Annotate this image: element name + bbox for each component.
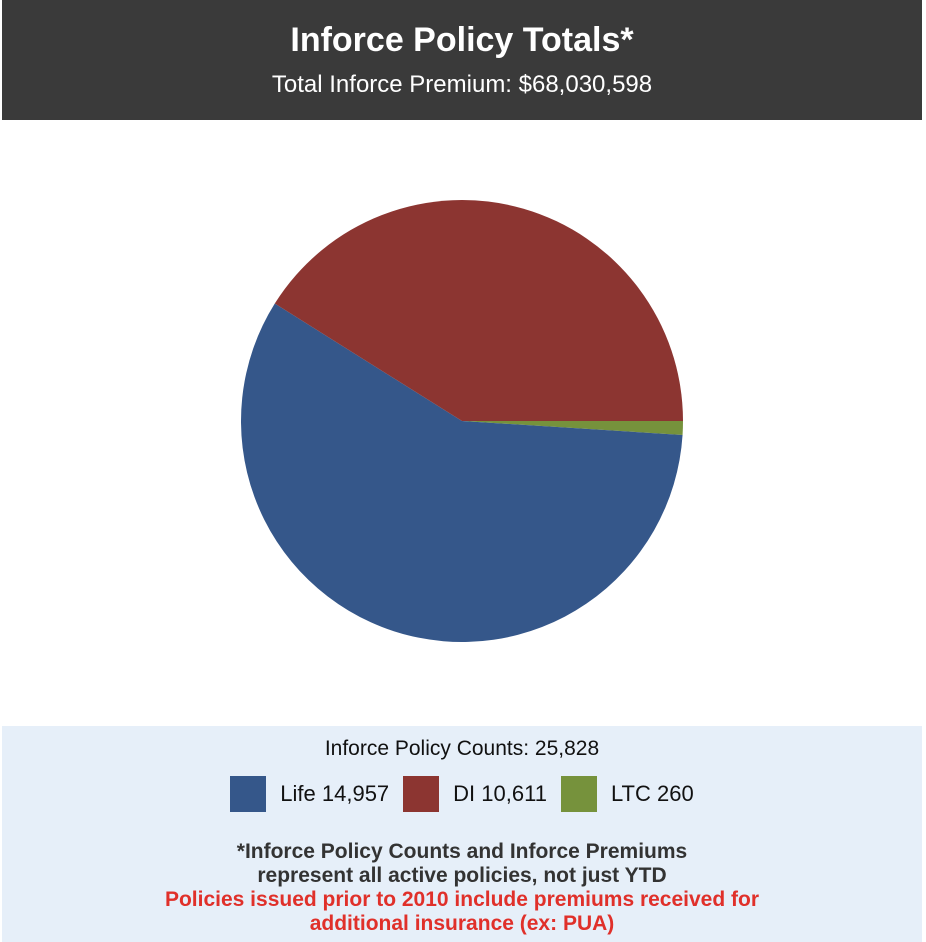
legend-item: Life 14,957 xyxy=(230,776,389,812)
legend-item: LTC 260 xyxy=(560,776,694,812)
legend-value: 10,611 xyxy=(481,781,547,806)
footnote-line: represent all active policies, not just … xyxy=(257,864,667,887)
legend-name: DI xyxy=(453,781,476,806)
pie-chart xyxy=(241,199,683,642)
legend-swatch xyxy=(230,776,267,812)
header: Inforce Policy Totals* Total Inforce Pre… xyxy=(2,0,922,120)
legend-value: 260 xyxy=(657,781,694,806)
legend-swatch xyxy=(403,776,440,812)
legend-item: DI 10,611 xyxy=(403,776,547,812)
chart-subtitle: Total Inforce Premium: $68,030,598 xyxy=(271,71,653,98)
legend-name: Life xyxy=(280,781,316,806)
warning-line: additional insurance (ex: PUA) xyxy=(309,912,615,935)
legend-swatch xyxy=(560,776,597,812)
pie-slice xyxy=(241,303,683,642)
warning-line: Policies issued prior to 2010 include pr… xyxy=(164,888,760,911)
pie-slice xyxy=(462,421,683,435)
legend-panel: Inforce Policy Counts: 25,828 Life 14,95… xyxy=(2,726,922,942)
footnote-line: *Inforce Policy Counts and Inforce Premi… xyxy=(236,840,688,863)
legend: Life 14,957 DI 10,611 LTC 260 xyxy=(2,776,922,812)
legend-value: 14,957 xyxy=(321,781,390,806)
warning: Policies issued prior to 2010 include pr… xyxy=(2,888,922,936)
pie-slice xyxy=(274,199,683,421)
legend-name: LTC xyxy=(610,781,651,806)
total-label: Inforce Policy Counts: 25,828 xyxy=(324,737,600,760)
footnote: *Inforce Policy Counts and Inforce Premi… xyxy=(2,840,922,888)
chart-title: Inforce Policy Totals* xyxy=(290,21,634,59)
